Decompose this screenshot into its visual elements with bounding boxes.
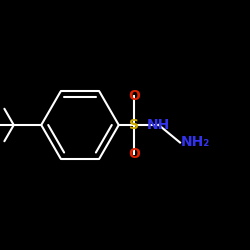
Text: O: O <box>128 89 140 103</box>
Text: NH: NH <box>147 118 171 132</box>
Text: O: O <box>128 147 140 161</box>
Text: NH₂: NH₂ <box>181 136 210 149</box>
Text: S: S <box>129 118 139 132</box>
